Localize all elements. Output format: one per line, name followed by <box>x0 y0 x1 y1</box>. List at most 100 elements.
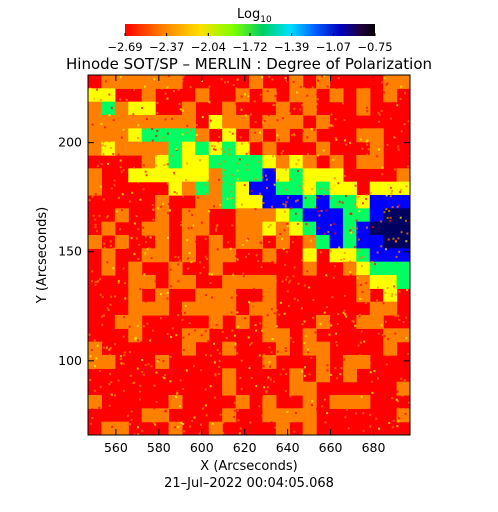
heatmap-pixel <box>166 212 169 215</box>
heatmap-pixel <box>119 159 122 162</box>
heatmap-pixel <box>232 203 235 206</box>
heatmap-pixel <box>90 356 93 359</box>
heatmap-pixel <box>265 115 268 118</box>
heatmap-pixel <box>137 181 140 184</box>
heatmap-pixel <box>322 193 325 196</box>
heatmap-cell <box>249 155 264 169</box>
heatmap-pixel <box>294 350 297 353</box>
heatmap-pixel <box>100 99 103 102</box>
heatmap-pixel <box>249 235 252 238</box>
heatmap-pixel <box>236 169 239 172</box>
heatmap-pixel <box>341 201 344 204</box>
heatmap-pixel <box>111 122 114 125</box>
heatmap-pixel <box>362 430 365 433</box>
heatmap-pixel <box>212 318 215 321</box>
heatmap-cell <box>396 181 410 196</box>
heatmap-pixel <box>114 394 117 397</box>
heatmap-pixel <box>233 334 236 337</box>
heatmap-cell <box>329 221 344 236</box>
heatmap-pixel <box>335 332 338 335</box>
heatmap-cell <box>249 181 264 196</box>
heatmap-pixel <box>250 342 253 345</box>
heatmap-pixel <box>234 343 237 346</box>
heatmap-cell <box>222 155 237 169</box>
heatmap-pixel <box>224 380 227 383</box>
heatmap-cell <box>101 128 116 143</box>
heatmap-pixel <box>381 173 384 176</box>
heatmap-cell <box>168 115 183 129</box>
heatmap-pixel <box>289 337 292 340</box>
heatmap-pixel <box>161 304 164 307</box>
heatmap-cell <box>262 88 277 103</box>
heatmap-pixel <box>297 282 300 285</box>
heatmap-cell <box>101 101 116 116</box>
heatmap-pixel <box>275 226 278 229</box>
heatmap-pixel <box>192 222 195 225</box>
heatmap-pixel <box>175 334 178 337</box>
heatmap-cell <box>101 355 116 369</box>
heatmap-cell <box>181 208 196 223</box>
heatmap-pixel <box>370 131 373 134</box>
heatmap-cell <box>249 275 264 289</box>
heatmap-pixel <box>157 305 160 308</box>
heatmap-pixel <box>98 293 101 296</box>
heatmap-pixel <box>181 80 184 83</box>
heatmap-pixel <box>354 203 357 206</box>
heatmap-pixel <box>299 108 302 111</box>
heatmap-pixel <box>237 308 240 311</box>
heatmap-cell <box>289 88 304 103</box>
heatmap-cell <box>208 155 223 169</box>
heatmap-pixel <box>386 354 389 357</box>
heatmap-pixel <box>385 320 388 323</box>
heatmap-pixel <box>176 262 179 265</box>
heatmap-pixel <box>187 302 190 305</box>
heatmap-cell <box>88 235 103 249</box>
heatmap-pixel <box>156 83 159 86</box>
heatmap-pixel <box>327 230 330 233</box>
heatmap-pixel <box>101 144 104 147</box>
heatmap-pixel <box>377 148 380 151</box>
heatmap-pixel <box>89 355 92 358</box>
heatmap-pixel <box>376 377 379 380</box>
heatmap-cell <box>262 275 277 289</box>
heatmap-pixel <box>310 404 313 407</box>
heatmap-pixel <box>204 404 207 407</box>
heatmap-pixel <box>366 139 369 142</box>
heatmap-cell <box>275 421 290 435</box>
heatmap-pixel <box>333 296 336 299</box>
heatmap-pixel <box>307 414 310 417</box>
heatmap-pixel <box>238 432 241 435</box>
heatmap-pixel <box>141 429 144 432</box>
heatmap-pixel <box>114 352 117 355</box>
heatmap-pixel <box>94 256 97 259</box>
heatmap-pixel <box>244 114 247 117</box>
heatmap-pixel <box>247 225 250 228</box>
heatmap-cell <box>249 128 264 143</box>
heatmap-pixel <box>175 90 178 93</box>
heatmap-cell <box>88 101 103 116</box>
heatmap-pixel <box>292 80 295 83</box>
heatmap-pixel <box>164 118 167 121</box>
heatmap-pixel <box>344 139 347 142</box>
heatmap-pixel <box>191 214 194 217</box>
heatmap-pixel <box>108 114 111 117</box>
heatmap-pixel <box>246 163 249 166</box>
heatmap-pixel <box>213 361 216 364</box>
heatmap-cell <box>249 168 264 183</box>
heatmap-pixel <box>142 373 145 376</box>
heatmap-pixel <box>365 282 368 285</box>
heatmap-pixel <box>260 265 263 268</box>
heatmap-pixel <box>229 247 232 250</box>
heatmap-pixel <box>210 309 213 312</box>
heatmap-pixel <box>399 191 402 194</box>
heatmap-pixel <box>256 303 259 306</box>
heatmap-pixel <box>146 322 149 325</box>
heatmap-pixel <box>357 344 360 347</box>
heatmap-cell <box>316 208 331 223</box>
heatmap-pixel <box>284 205 287 208</box>
heatmap-cell <box>316 235 331 249</box>
heatmap-pixel <box>220 404 223 407</box>
heatmap-pixel <box>369 380 372 383</box>
heatmap-pixel <box>330 373 333 376</box>
heatmap-cell <box>316 355 331 369</box>
